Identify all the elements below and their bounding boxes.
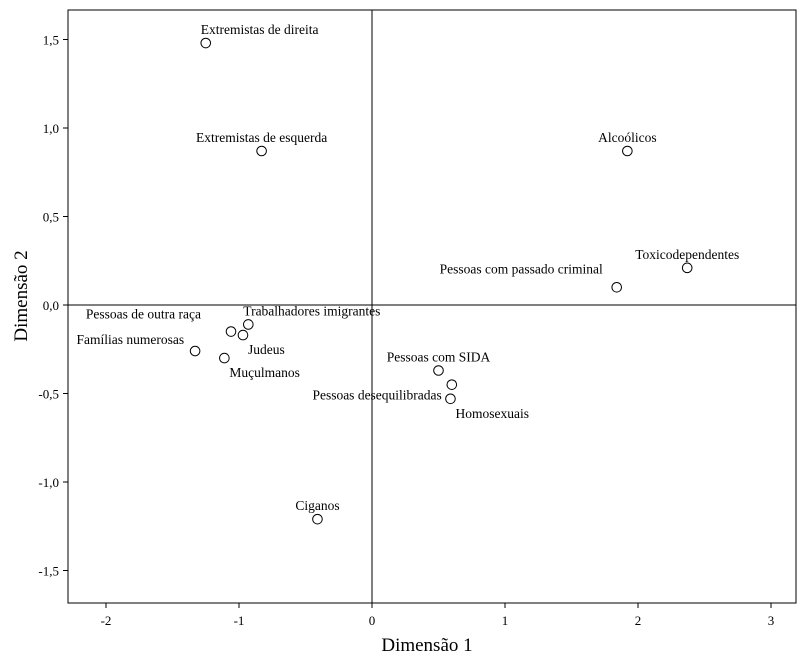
- point-label: Extremistas de direita: [201, 22, 319, 37]
- plot-frame: [67, 9, 797, 604]
- y-tick-label: 1,5: [43, 33, 59, 48]
- x-tick-label: 3: [768, 613, 775, 628]
- point-label: Judeus: [248, 342, 285, 357]
- data-points: [189, 37, 693, 525]
- point-label: Extremistas de esquerda: [196, 130, 327, 145]
- data-point: [200, 37, 212, 49]
- data-point: [446, 379, 458, 390]
- reference-lines: [68, 10, 796, 603]
- x-tick-label: -2: [101, 613, 112, 628]
- data-point: [611, 282, 623, 293]
- point-label: Pessoas com SIDA: [387, 349, 491, 364]
- y-tick-label: 1,0: [43, 121, 59, 136]
- x-tick-label: 2: [635, 613, 642, 628]
- point-label: Toxicodependentes: [635, 247, 739, 262]
- point-label: Famílias numerosas: [76, 332, 184, 347]
- y-tick-label: -1,5: [38, 564, 59, 579]
- data-point: [312, 513, 323, 525]
- point-label: Pessoas de outra raça: [86, 307, 201, 322]
- data-point: [243, 319, 254, 330]
- x-tick-label: -1: [234, 613, 245, 628]
- y-tick-label: 0,5: [43, 210, 59, 225]
- y-axis: 1,5 1,0 0,5 0,0 -0,5 -1,0 -1,5: [38, 33, 68, 579]
- data-point: [681, 262, 693, 274]
- point-label: Pessoas desequilibradas: [312, 388, 441, 403]
- data-point: [433, 365, 444, 376]
- x-tick-label: 0: [369, 613, 376, 628]
- point-labels: Extremistas de direita Extremistas de esq…: [76, 22, 739, 513]
- x-tick-label: 1: [502, 613, 509, 628]
- y-axis-title: Dimensão 2: [11, 250, 32, 341]
- point-label: Alcoólicos: [598, 130, 657, 145]
- data-point: [445, 393, 456, 405]
- data-point: [219, 352, 230, 364]
- y-tick-label: 0,0: [43, 298, 59, 313]
- x-axis: -2 -1 0 1 2 3: [101, 603, 775, 628]
- point-label: Muçulmanos: [229, 365, 300, 380]
- x-axis-title: Dimensão 1: [381, 635, 472, 656]
- data-point: [189, 345, 201, 357]
- y-tick-label: -1,0: [38, 475, 59, 490]
- point-label: Trabalhadores imigrantes: [243, 303, 380, 318]
- data-point: [256, 145, 267, 157]
- data-point: [225, 326, 237, 337]
- point-label: Pessoas com passado criminal: [440, 261, 603, 276]
- point-label: Homosexuais: [455, 406, 528, 421]
- point-label: Ciganos: [295, 498, 339, 513]
- data-point: [622, 145, 633, 157]
- data-point: [237, 329, 249, 341]
- y-tick-label: -0,5: [38, 387, 59, 402]
